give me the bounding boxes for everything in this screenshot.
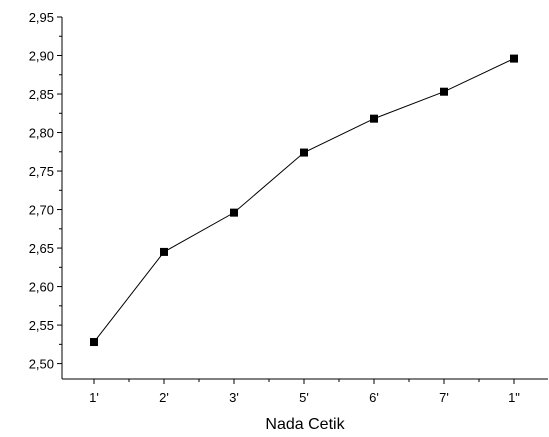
y-axis-ticks: 2,50 2,55 2,60 2,65 2,70 2,75 2,80 2,85 2,90 2,95 [29, 10, 62, 372]
data-point [440, 87, 448, 96]
y-tick-label: 2,70 [29, 203, 54, 218]
series-layer [90, 54, 518, 347]
y-tick-label: 2,60 [29, 280, 54, 295]
y-tick-label: 2,80 [29, 126, 54, 141]
x-tick-label: 1" [508, 390, 520, 405]
y-tick-label: 2,50 [29, 357, 54, 372]
data-point [370, 114, 378, 123]
x-axis-title: Nada Cetik [265, 416, 345, 433]
plot-frame [61, 17, 548, 380]
y-tick-label: 2,90 [29, 49, 54, 64]
data-point [90, 338, 98, 347]
y-tick-label: 2,85 [29, 87, 54, 102]
y-tick-label: 2,55 [29, 318, 54, 333]
data-point [300, 148, 308, 157]
x-tick-label: 7' [439, 390, 449, 405]
data-point [510, 54, 518, 63]
series-line [93, 58, 515, 343]
y-tick-label: 2,95 [29, 10, 54, 25]
x-tick-label: 3' [229, 390, 239, 405]
x-tick-label: 5' [299, 390, 309, 405]
x-tick-label: 1' [89, 390, 99, 405]
x-tick-label: 2' [159, 390, 169, 405]
x-axis-ticks: 1' 2' 3' 5' 6' 7' 1" [89, 379, 520, 405]
data-point [160, 247, 168, 256]
x-tick-label: 6' [369, 390, 379, 405]
data-point [230, 208, 238, 217]
y-tick-label: 2,75 [29, 164, 54, 179]
y-tick-label: 2,65 [29, 241, 54, 256]
